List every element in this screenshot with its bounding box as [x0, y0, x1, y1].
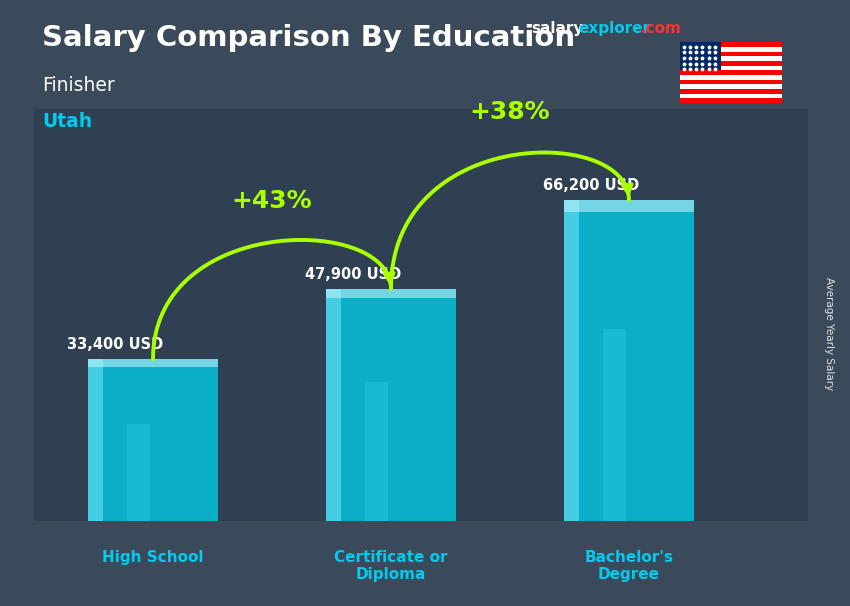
Bar	[365, 382, 388, 521]
Text: Certificate or
Diploma: Certificate or Diploma	[334, 550, 448, 582]
Bar	[88, 359, 103, 521]
Text: Finisher: Finisher	[42, 76, 116, 95]
Text: Utah: Utah	[42, 112, 93, 131]
Text: High School: High School	[102, 550, 204, 565]
Text: 33,400 USD: 33,400 USD	[67, 337, 163, 352]
Bar	[564, 200, 579, 521]
Bar	[680, 80, 782, 84]
Text: 66,200 USD: 66,200 USD	[543, 178, 639, 193]
Text: 47,900 USD: 47,900 USD	[305, 267, 401, 282]
Bar	[326, 289, 341, 521]
Text: +43%: +43%	[232, 188, 312, 213]
Bar	[680, 52, 782, 56]
Text: salary: salary	[531, 21, 584, 36]
Bar	[680, 61, 782, 65]
Bar	[88, 359, 218, 367]
Text: Salary Comparison By Education: Salary Comparison By Education	[42, 24, 575, 52]
Bar	[680, 70, 782, 75]
Bar	[680, 56, 782, 61]
Bar	[680, 94, 782, 98]
Bar	[680, 65, 782, 70]
Bar	[680, 84, 782, 89]
Bar	[680, 75, 782, 80]
Bar	[680, 89, 782, 94]
Bar	[88, 359, 218, 521]
Bar	[680, 42, 721, 70]
Text: .com: .com	[640, 21, 681, 36]
Text: Bachelor's
Degree: Bachelor's Degree	[585, 550, 673, 582]
Bar	[326, 289, 456, 298]
Bar	[564, 200, 694, 212]
Bar	[680, 98, 782, 103]
Text: +38%: +38%	[470, 100, 550, 124]
Bar	[326, 289, 456, 521]
Text: explorer: explorer	[578, 21, 650, 36]
Bar	[127, 424, 150, 521]
Text: Average Yearly Salary: Average Yearly Salary	[824, 277, 834, 390]
Bar	[680, 47, 782, 52]
Bar	[680, 42, 782, 47]
Bar	[603, 328, 626, 521]
Bar	[564, 200, 694, 521]
